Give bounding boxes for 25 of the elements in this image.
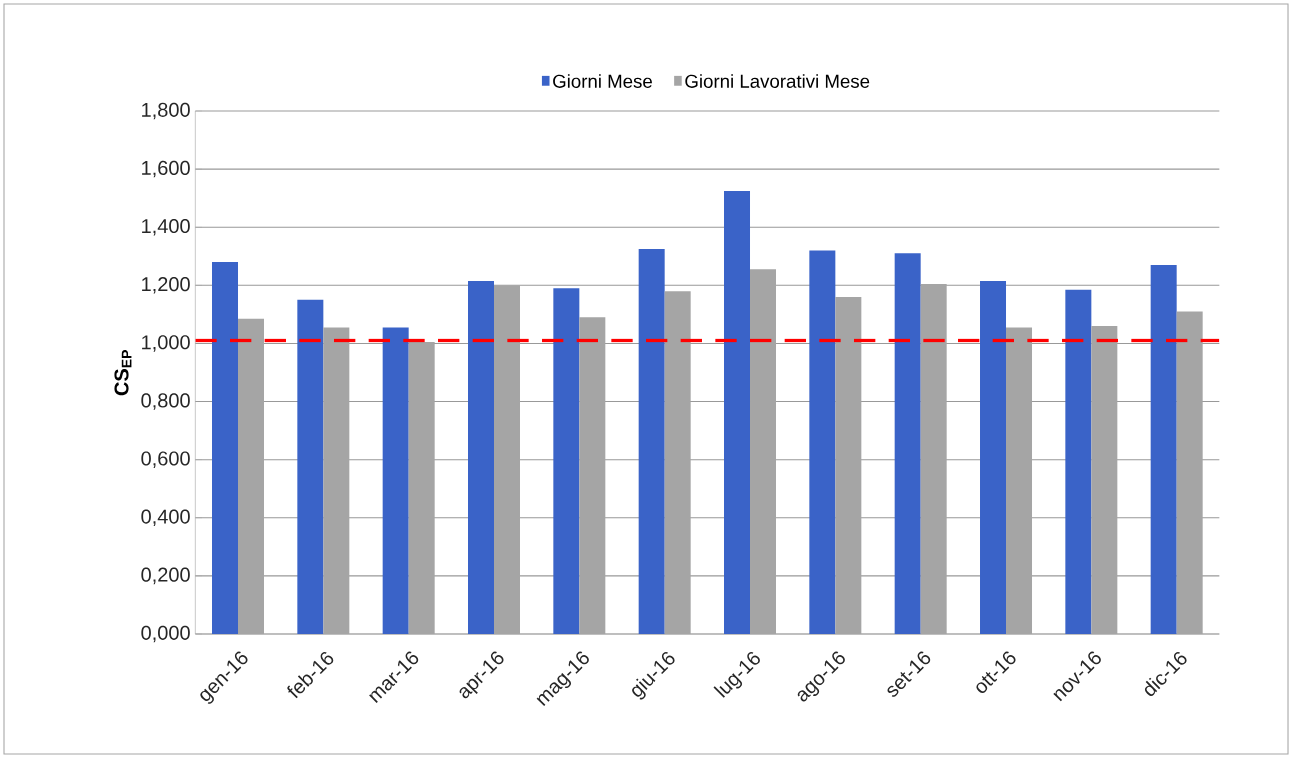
bar xyxy=(1150,264,1177,634)
legend-label: Giorni Lavorativi Mese xyxy=(685,74,870,88)
y-axis-title: CS$_{EP}$ xyxy=(114,350,132,396)
y-tick-label: 1,000 xyxy=(142,335,190,352)
y-tick-label: 1,200 xyxy=(142,277,190,294)
y-tick-label: 0,000 xyxy=(141,625,190,643)
bar xyxy=(297,299,324,634)
bar xyxy=(553,288,580,634)
legend-label: Giorni Mese xyxy=(553,74,652,88)
y-tick-label: 0,600 xyxy=(141,451,190,468)
y-tick-label: 1,600 xyxy=(142,160,190,178)
bar xyxy=(382,327,409,634)
y-tick-label: 0,200 xyxy=(141,567,190,585)
bar xyxy=(894,253,921,634)
bar xyxy=(212,262,239,634)
bar xyxy=(468,280,495,634)
bar xyxy=(724,190,751,634)
bar xyxy=(809,250,836,634)
bar xyxy=(638,249,665,634)
y-tick-label: 0,800 xyxy=(141,393,190,410)
y-tick-label: 1,800 xyxy=(142,102,190,120)
bar xyxy=(1065,289,1092,634)
bar xyxy=(980,280,1007,634)
y-tick-label: 0,400 xyxy=(141,509,190,527)
y-tick-label: 1,400 xyxy=(142,218,190,236)
